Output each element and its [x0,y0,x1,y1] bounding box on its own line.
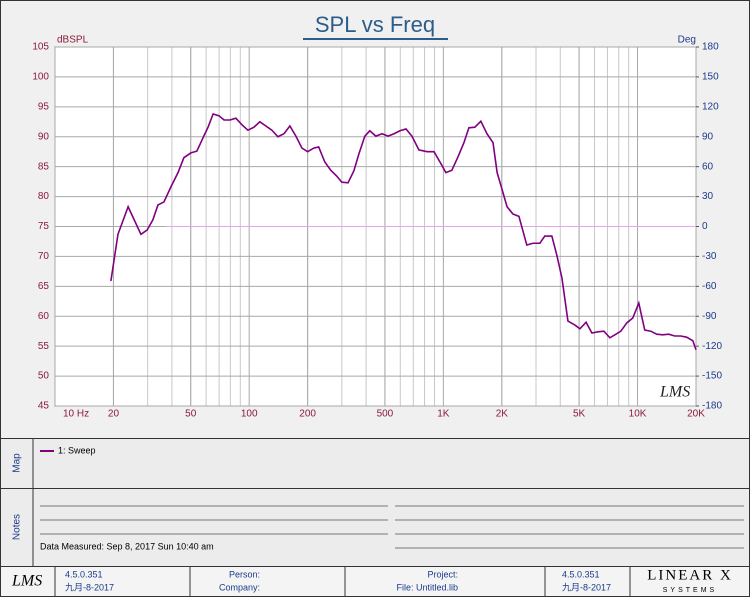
y2-tick-label: 0 [702,221,708,232]
x-tick-label: 50 [185,409,197,420]
footer-date: 九月-8-2017 [65,582,114,592]
footer-date: 九月-8-2017 [562,582,611,592]
y-tick-label: 55 [38,341,50,352]
x-tick-label: 5K [573,409,586,420]
y2-tick-label: 90 [702,131,714,142]
footer-version: 4.5.0.351 [65,569,103,579]
y-tick-label: 45 [38,401,50,412]
y2-tick-label: 60 [702,161,714,172]
footer-company: Company: [219,582,260,592]
footer-project: Project: [427,569,458,579]
x-tick-label: 100 [241,409,258,420]
y-tick-label: 100 [32,72,49,83]
y2-tick-label: 150 [702,72,719,83]
plot: 10 Hz 20 50 100 200 500 1K 2K 5K 10K 20K 45 50 55 60 65… [32,42,722,420]
footer-person: Person: [229,569,260,579]
legend-entry: 1: Sweep [58,445,96,455]
x-tick-label: 200 [299,409,316,420]
y-tick-label: 105 [32,42,49,53]
x-tick-label: 2K [496,409,509,420]
y-axis-label: dBSPL [57,35,89,46]
notes-text: Data Measured: Sep 8, 2017 Sun 10:40 am [40,541,214,551]
y2-tick-label: 120 [702,101,719,112]
y-tick-label: 95 [38,101,50,112]
y-tick-label: 70 [38,251,50,262]
y-tick-label: 90 [38,131,50,142]
y-tick-label: 80 [38,191,50,202]
brand-sub: SYSTEMS [663,587,717,594]
y-tick-label: 60 [38,311,50,322]
y-tick-label: 85 [38,161,50,172]
map-panel [0,438,750,489]
footer-logo: LMS [11,573,42,590]
y2-tick-label: -30 [702,251,717,262]
x-tick-label: 500 [377,409,394,420]
x-tick-label: 1K [437,409,450,420]
y2-tick-label: -120 [702,341,722,352]
x-tick-label: 20 [108,409,120,420]
y2-tick-label: -60 [702,281,717,292]
x-tick-label: 10K [629,409,647,420]
y-tick-label: 65 [38,281,50,292]
watermark: LMS [659,384,690,401]
y-tick-label: 50 [38,371,50,382]
x-tick-label: 10 Hz [63,409,89,420]
series-line [110,113,697,351]
footer-version: 4.5.0.351 [562,569,600,579]
notes-panel [0,488,750,567]
brand: LINEAR X [647,567,733,583]
y2-tick-label: 30 [702,191,714,202]
y2-axis-label: Deg [678,35,696,46]
y2-tick-label: 180 [702,42,719,53]
y2-tick-label: -150 [702,371,722,382]
y2-tick-label: -90 [702,311,717,322]
note-lines [40,505,744,549]
y2-tick-label: -180 [702,401,722,412]
x-tick-label: 20K [687,409,705,420]
map-label: Map [12,453,23,473]
footer-file: File: Untitled.lib [396,582,458,592]
y-tick-label: 75 [38,221,50,232]
notes-label: Notes [12,514,23,540]
chart-title: SPL vs Freq [315,12,435,37]
